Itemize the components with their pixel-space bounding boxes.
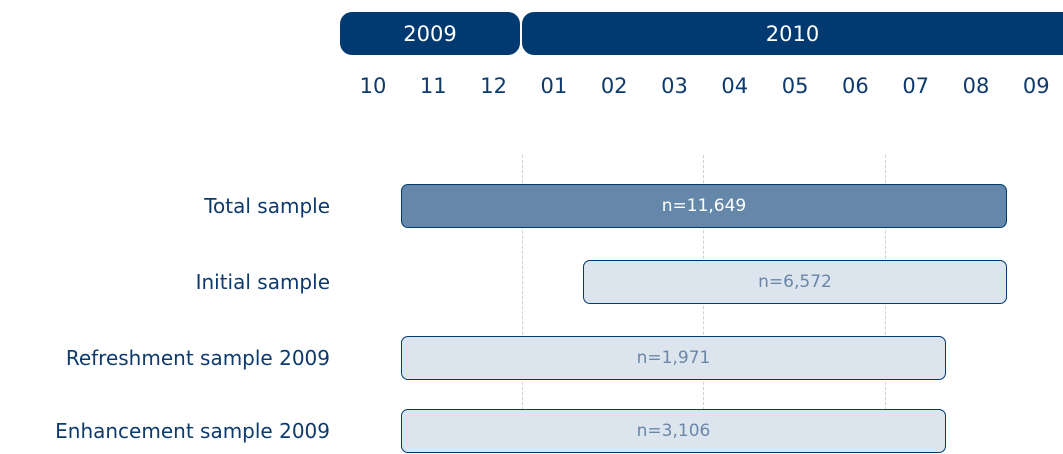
month-label: 11 (419, 74, 447, 98)
row-label: Enhancement sample 2009 (55, 419, 330, 443)
month-label: 10 (359, 74, 387, 98)
month-label: 04 (721, 74, 749, 98)
month-label: 07 (902, 74, 930, 98)
row-label: Total sample (204, 194, 330, 218)
sample-bar: n=11,649 (401, 184, 1007, 228)
month-label: 06 (842, 74, 869, 98)
month-label: 12 (480, 74, 507, 98)
month-label: 09 (1022, 74, 1050, 98)
month-label: 01 (540, 74, 568, 98)
month-label: 05 (781, 74, 809, 98)
sample-bar: n=6,572 (583, 260, 1007, 304)
month-label: 08 (962, 74, 990, 98)
sample-bar: n=3,106 (401, 409, 946, 453)
sample-bar: n=1,971 (401, 336, 946, 380)
month-label: 03 (661, 74, 688, 98)
year-header: 2010 (522, 12, 1063, 55)
year-header: 2009 (340, 12, 520, 55)
separator (522, 155, 523, 410)
month-label: 02 (600, 74, 628, 98)
row-label: Initial sample (195, 270, 330, 294)
row-label: Refreshment sample 2009 (65, 346, 330, 370)
